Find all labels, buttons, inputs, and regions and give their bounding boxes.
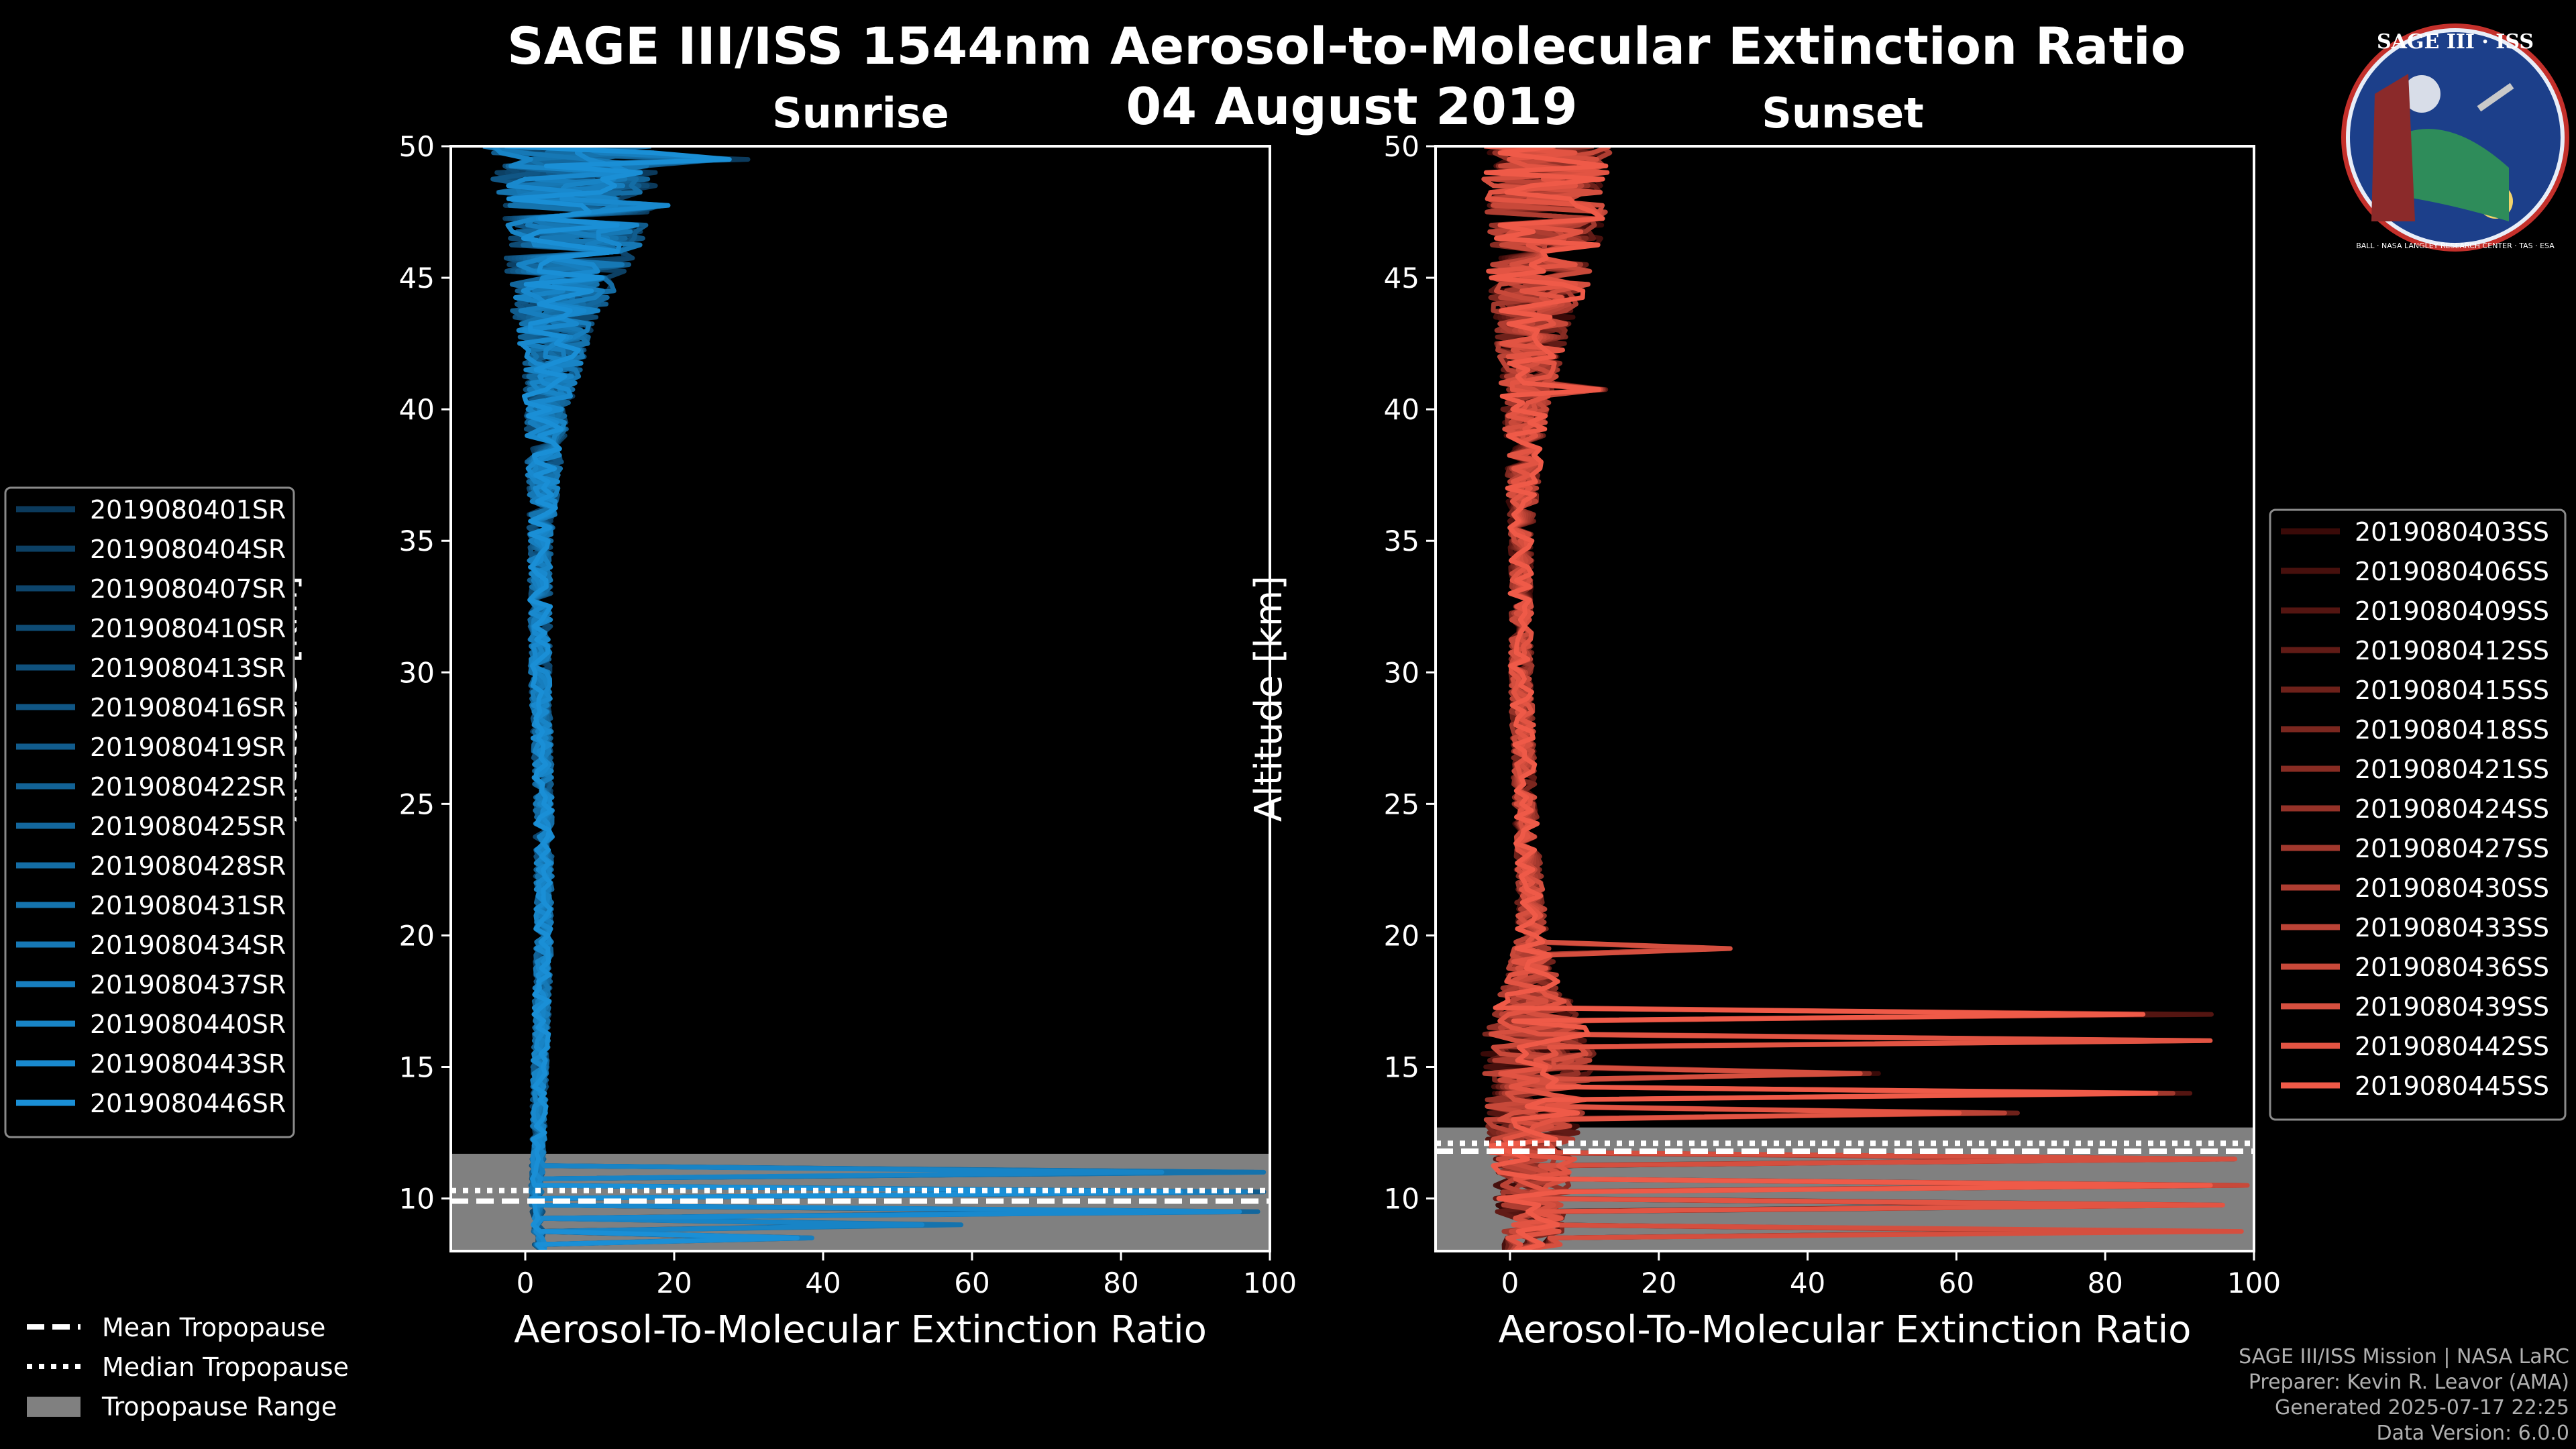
y-tick-label: 10 (1384, 1183, 1419, 1216)
legend-label: 2019080442SS (2355, 1032, 2549, 1061)
profile-line-2019080446SR (504, 146, 1183, 1251)
tropopause-range-label: Tropopause Range (101, 1392, 337, 1421)
legend-label: 2019080412SS (2355, 636, 2549, 665)
y-tick-label: 15 (1384, 1051, 1419, 1084)
x-tick-label: 80 (2087, 1267, 2123, 1299)
x-tick-label: 60 (954, 1267, 989, 1299)
legend-label: 2019080403SS (2355, 517, 2549, 547)
legend-label: 2019080416SR (90, 693, 286, 722)
y-tick-label: 20 (1384, 919, 1419, 952)
legend-label: 2019080413SR (90, 653, 286, 683)
legend-label: 2019080431SR (90, 891, 286, 920)
y-tick-label: 40 (1384, 393, 1419, 426)
plot-frame (1434, 145, 2255, 1252)
legend-label: 2019080422SR (90, 772, 286, 802)
badge-figure-icon (2371, 74, 2415, 221)
legend-label: 2019080445SS (2355, 1071, 2549, 1101)
x-tick-label: 100 (1243, 1267, 1297, 1299)
tropopause-legend: Mean Tropopause Median Tropopause Tropop… (27, 1313, 349, 1421)
legend-frame (4, 486, 295, 1138)
y-tick-label: 45 (1384, 262, 1419, 294)
legend-label: 2019080436SS (2355, 953, 2549, 982)
legend-label: 2019080427SS (2355, 834, 2549, 863)
y-tick-label: 45 (399, 262, 435, 294)
legend-label: 2019080424SS (2355, 794, 2549, 824)
legend-label: 2019080433SS (2355, 913, 2549, 943)
y-tick-label: 50 (1384, 130, 1419, 163)
y-tick-label: 50 (399, 130, 435, 163)
footer-credits: SAGE III/ISS Mission | NASA LaRC Prepare… (2239, 1344, 2569, 1446)
legend-label: 2019080418SS (2355, 715, 2549, 745)
legend-label: 2019080409SS (2355, 596, 2549, 626)
y-tick-label: 25 (399, 788, 435, 820)
y-tick-label: 10 (399, 1183, 435, 1216)
legend-label: 2019080437SR (90, 970, 286, 1000)
panel-title: Sunset (1762, 89, 1924, 138)
figure-date: 04 August 2019 (1126, 76, 1577, 136)
sage-iii-iss-badge: SAGE III · ISS BALL · NASA LANGLEY RESEA… (2341, 23, 2569, 252)
y-tick-label: 35 (1384, 525, 1419, 557)
profile-line-2019080445SS (1483, 146, 2213, 1251)
legend-label: 2019080415SS (2355, 676, 2549, 705)
y-axis-label: Altitude [km] (1247, 576, 1291, 822)
mean-tropopause-label: Mean Tropopause (102, 1313, 325, 1342)
tropopause-range-swatch (27, 1397, 80, 1417)
legend-label: 2019080425SR (90, 812, 286, 841)
legend-label: 2019080419SR (90, 733, 286, 762)
badge-station-icon (2477, 83, 2514, 112)
legend-label: 2019080430SS (2355, 873, 2549, 903)
x-axis-label: Aerosol-To-Molecular Extinction Ratio (1499, 1308, 2192, 1352)
footer-version: Data Version: 6.0.0 (2376, 1421, 2569, 1445)
y-tick-label: 30 (1384, 656, 1419, 689)
x-tick-label: 20 (656, 1267, 692, 1299)
median-tropopause-label: Median Tropopause (102, 1352, 349, 1382)
badge-earth-icon (2388, 129, 2509, 221)
footer-preparer: Preparer: Kevin R. Leavor (AMA) (2248, 1371, 2569, 1394)
badge-top-text: SAGE III · ISS (2377, 30, 2534, 54)
legend-label: 2019080446SR (90, 1089, 286, 1118)
legend-label: 2019080428SR (90, 851, 286, 881)
legend-label: 2019080401SR (90, 495, 286, 525)
x-tick-label: 60 (1939, 1267, 1974, 1299)
x-tick-label: 40 (1790, 1267, 1825, 1299)
x-tick-label: 0 (1501, 1267, 1519, 1299)
x-tick-label: 80 (1103, 1267, 1138, 1299)
x-axis-label: Aerosol-To-Molecular Extinction Ratio (514, 1308, 1207, 1352)
legend-label: 2019080406SS (2355, 557, 2549, 586)
y-tick-label: 20 (399, 919, 435, 952)
y-tick-label: 25 (1384, 788, 1419, 820)
profile-line-2019080439SS (1481, 146, 2244, 1251)
plot-frame (449, 145, 1271, 1252)
badge-ring-text: BALL · NASA LANGLEY RESEARCH CENTER · TA… (2356, 241, 2555, 250)
legend-label: 2019080440SR (90, 1010, 286, 1039)
y-tick-label: 30 (399, 656, 435, 689)
panel-title: Sunrise (772, 89, 949, 138)
y-tick-label: 40 (399, 393, 435, 426)
sunset-legend: 2019080403SS 2019080406SS 2019080409SS 2019… (2269, 508, 2567, 1121)
plot-area (1436, 146, 2254, 1251)
x-tick-label: 100 (2227, 1267, 2281, 1299)
legend-label: 2019080404SR (90, 535, 286, 564)
figure-title: SAGE III/ISS 1544nm Aerosol-to-Molecular… (507, 16, 2186, 76)
legend-label: 2019080439SS (2355, 992, 2549, 1022)
legend-label: 2019080410SR (90, 614, 286, 643)
legend-label: 2019080443SR (90, 1049, 286, 1079)
footer-mission: SAGE III/ISS Mission | NASA LaRC (2239, 1345, 2569, 1368)
sunrise-panel: Sunrise 0 20 40 60 80 100 10 15 20 25 30 35 40 45 50 Aer… (262, 89, 1297, 1352)
legend-label: 2019080407SR (90, 574, 286, 604)
x-tick-label: 0 (517, 1267, 535, 1299)
x-tick-label: 40 (805, 1267, 841, 1299)
legend-label: 2019080434SR (90, 930, 286, 960)
y-tick-label: 35 (399, 525, 435, 557)
sunset-panel: Sunset 0 20 40 60 80 100 10 15 20 25 30 35 40 45 50 Aero… (1247, 89, 2281, 1352)
badge-moon-icon (2403, 75, 2440, 113)
y-tick-label: 15 (399, 1051, 435, 1084)
plot-area (451, 146, 1270, 1251)
footer-generated: Generated 2025-07-17 22:25 (2274, 1396, 2569, 1419)
legend-frame (2269, 508, 2567, 1121)
legend-label: 2019080421SS (2355, 755, 2549, 784)
sunrise-legend: 2019080401SR 2019080404SR 2019080407SR 2019… (4, 486, 295, 1138)
x-tick-label: 20 (1641, 1267, 1676, 1299)
